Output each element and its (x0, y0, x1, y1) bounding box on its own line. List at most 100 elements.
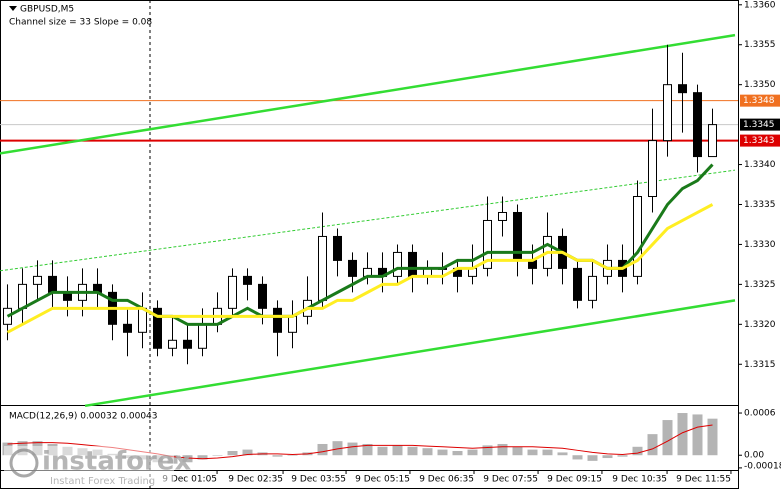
macd-bar (227, 451, 238, 456)
macd-bar (347, 442, 358, 456)
y-tick-label: 1.3355 (744, 40, 776, 50)
macd-bar (377, 446, 388, 456)
candle-body (18, 283, 27, 309)
macd-bar (197, 455, 208, 460)
macd-bar (392, 445, 403, 456)
macd-bar (407, 446, 418, 456)
logo (9, 448, 39, 478)
price-tag (740, 94, 780, 107)
x-tick-label: 9 Dec 10:35 (612, 475, 667, 485)
macd-bar (512, 446, 523, 456)
brand: instaforex (42, 447, 192, 477)
candle-body (198, 323, 207, 349)
candle-body (48, 275, 57, 293)
macd-bar (467, 449, 478, 456)
candle-body (693, 92, 702, 158)
frame (0, 0, 739, 489)
candle-body (483, 219, 492, 269)
candle-body (123, 323, 132, 333)
price-tag (740, 134, 780, 147)
candle-body (708, 124, 717, 158)
y-tick-label: 1.3340 (744, 160, 776, 170)
x-tick-label: 9 Dec 09:15 (547, 475, 602, 485)
channel-line (0, 33, 736, 155)
candle-body (588, 275, 597, 301)
macd-bar (287, 455, 298, 456)
candle-body (228, 275, 237, 309)
price-tag-label: 1.3348 (743, 96, 775, 106)
y-tick-label: -0.00018 (744, 462, 781, 472)
candle-body (678, 84, 687, 94)
candle-body (633, 196, 642, 277)
macd-bar (692, 414, 703, 456)
candle-body (318, 235, 327, 301)
x-tick-label: 9 Dec 05:15 (355, 475, 410, 485)
macd-bar (527, 449, 538, 456)
y-tick-label: 1.3335 (744, 200, 776, 210)
macd-bar (452, 451, 463, 456)
x-tick-label: 9 Dec 02:35 (228, 475, 283, 485)
y-tick-label: 1.3350 (744, 80, 776, 90)
price-tag-label: 1.3343 (743, 136, 775, 146)
macd-bar (617, 455, 628, 457)
x-tick-label: 9 Dec 06:35 (419, 475, 474, 485)
tagline: Instant Forex Trading (50, 476, 155, 487)
chart-title: GBPUSD,M5 (20, 5, 74, 15)
macd-bar (317, 443, 328, 456)
x-tick-label: 9 Dec 03:55 (291, 475, 346, 485)
macd-bar (572, 455, 583, 460)
candle-body (288, 315, 297, 333)
macd-bar (587, 455, 598, 461)
channel-line (84, 299, 736, 408)
macd-bar (482, 445, 493, 456)
candle-body (498, 211, 507, 221)
candle-body (648, 140, 657, 198)
candle-body (258, 283, 267, 309)
macd-bar (662, 420, 673, 456)
candle-body (573, 267, 582, 301)
macd-bar (647, 434, 658, 456)
candle-body (273, 307, 282, 333)
macd-bar (602, 455, 613, 459)
macd-bar (557, 452, 568, 456)
candle-body (243, 275, 252, 285)
macd-bar (632, 446, 643, 456)
macd-bar (182, 455, 193, 463)
y-tick-label: 1.3360 (744, 0, 776, 10)
chart-subtitle: Channel size = 33 Slope = 0.08 (9, 18, 152, 28)
candle-body (663, 84, 672, 142)
moving-average (6, 203, 714, 334)
macd-bar (677, 413, 688, 456)
macd-bar (422, 448, 433, 456)
y-tick-label: 1.3315 (744, 360, 776, 370)
candle-body (393, 251, 402, 277)
candle-body (408, 251, 417, 277)
y-tick-label: 0.0006 (744, 409, 776, 419)
y-tick-label: 1.3330 (744, 240, 776, 250)
macd-bar (272, 455, 283, 457)
macd-bar (542, 449, 553, 456)
price-tag (740, 118, 780, 131)
candle-body (333, 235, 342, 261)
macd-bar (362, 443, 373, 456)
candle-body (33, 275, 42, 285)
watermark: instaforex Instant Forex Trading (4, 446, 192, 487)
macd-bar (437, 449, 448, 456)
macd-bar (212, 455, 223, 456)
macd-bar (707, 418, 718, 456)
y-tick-label: 0.00 (744, 451, 764, 461)
x-tick-label: 9 Dec 01:05 (162, 475, 217, 485)
candle-body (183, 339, 192, 349)
macd-title: MACD(12,26,9) 0.00032 0.00043 (9, 412, 158, 422)
y-tick-label: 1.3325 (744, 280, 776, 290)
candle-body (168, 339, 177, 349)
macd-bar (242, 449, 253, 456)
candle-body (153, 307, 162, 349)
macd-bar (332, 441, 343, 456)
channel-line (0, 169, 736, 272)
macd-bar (497, 443, 508, 456)
menu-icon (9, 6, 17, 11)
x-tick-label: 9 Dec 11:55 (676, 475, 731, 485)
price-tag-label: 1.3345 (743, 120, 775, 130)
